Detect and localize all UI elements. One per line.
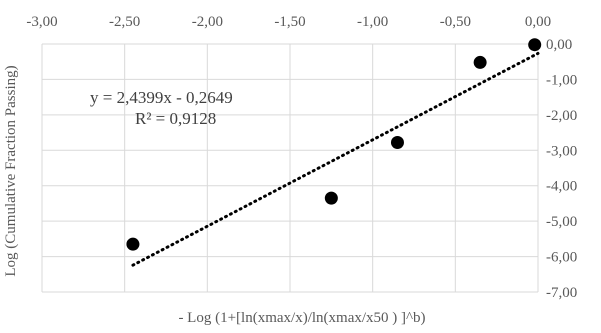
x-tick-label: -3,00 — [26, 14, 57, 30]
y-tick-labels: 0,00 -1,00 -2,00 -3,00 -4,00 -5,00 -6,00 -7,00 — [546, 37, 577, 301]
y-tick-label: -7,00 — [546, 285, 577, 301]
data-point — [324, 191, 338, 205]
data-points — [126, 38, 542, 251]
x-tick-label: -2,00 — [192, 14, 223, 30]
data-point — [473, 55, 487, 69]
data-point — [390, 135, 404, 149]
data-point — [528, 38, 542, 52]
y-tick-label: -6,00 — [546, 250, 577, 266]
trendline — [131, 51, 540, 267]
y-tick-label: 0,00 — [546, 37, 572, 53]
x-tick-label: 0,00 — [525, 14, 551, 30]
x-tick-label: -0,50 — [440, 14, 471, 30]
y-axis-title: Log (Cumulative Fraction Passing) — [3, 65, 19, 276]
x-tick-labels: -3,00 -2,50 -2,00 -1,50 -1,00 -0,50 0,00 — [26, 14, 551, 30]
trendline-equation: y = 2,4399x - 0,2649 — [90, 88, 233, 107]
y-tick-label: -1,00 — [546, 72, 577, 88]
y-tick-label: -4,00 — [546, 179, 577, 195]
trendline-r-squared: R² = 0,9128 — [135, 109, 216, 128]
gridlines — [41, 43, 539, 293]
x-tick-label: -1,50 — [274, 14, 305, 30]
trendline-group — [131, 51, 540, 267]
y-tick-label: -3,00 — [546, 143, 577, 159]
x-tick-label: -1,00 — [357, 14, 388, 30]
x-axis-title: - Log (1+[ln(xmax/x)/ln(xmax/x50 ) ]^b) — [178, 310, 425, 326]
x-tick-label: -2,50 — [109, 14, 140, 30]
data-point — [126, 237, 140, 251]
y-tick-label: -5,00 — [546, 214, 577, 230]
y-tick-label: -2,00 — [546, 108, 577, 124]
